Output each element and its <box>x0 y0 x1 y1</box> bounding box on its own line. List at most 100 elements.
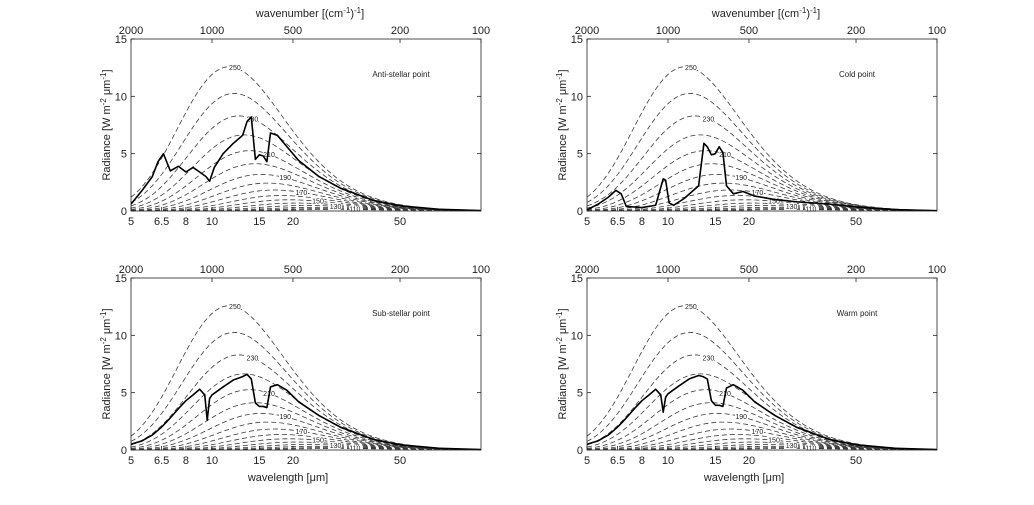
plot-frame <box>586 277 938 451</box>
blackbody-label: 170 <box>752 429 764 436</box>
blackbody-curve-170 <box>587 428 937 450</box>
top-tick-label: 100 <box>928 264 946 276</box>
y-axis-label: Radiance [W m-2 μm-1] <box>555 69 570 180</box>
top-tick-label: 1000 <box>656 264 680 276</box>
spectrum-line <box>131 116 481 211</box>
blackbody-curve-100 <box>587 209 937 211</box>
panel-title: Warm point <box>837 309 878 318</box>
blackbody-curve-180 <box>131 421 481 450</box>
y-tick-label: 15 <box>115 34 127 46</box>
spectrum-line <box>587 374 937 450</box>
x-tick-label: 50 <box>850 455 862 467</box>
spectrum-line <box>587 142 937 211</box>
x-tick-label: 20 <box>743 455 755 467</box>
x-tick-label: 20 <box>743 216 755 228</box>
top-tick-label: 200 <box>847 264 865 276</box>
blackbody-curves <box>131 305 481 450</box>
x-tick-label: 6.5 <box>610 455 625 467</box>
top-tick-label: 2000 <box>575 264 599 276</box>
blackbody-curve-200 <box>587 163 937 211</box>
y-tick-label: 0 <box>577 445 583 457</box>
x-tick-label: 6.5 <box>154 455 169 467</box>
blackbody-label: 170 <box>296 429 308 436</box>
x-tick-label: 5 <box>584 216 590 228</box>
blackbody-label: 150 <box>768 199 780 206</box>
x-tick-label: 50 <box>394 216 406 228</box>
blackbody-curve-200 <box>131 402 481 450</box>
y-tick-label: 5 <box>121 388 127 400</box>
blackbody-curve-240 <box>587 331 937 450</box>
top-axis-label: wavenumber [(cm-1)-1] <box>711 6 820 21</box>
y-tick-label: 10 <box>115 91 127 103</box>
blackbody-curve-190 <box>131 413 481 450</box>
y-tick-label: 10 <box>571 91 583 103</box>
blackbody-label: 130 <box>786 443 798 450</box>
y-tick-label: 0 <box>577 206 583 218</box>
y-tick-label: 15 <box>115 273 127 285</box>
blackbody-curve-220 <box>131 373 481 450</box>
x-tick-label: 20 <box>287 216 299 228</box>
blackbody-curve-160 <box>587 434 937 450</box>
blackbody-curve-220 <box>131 134 481 211</box>
blackbody-label: 230 <box>703 116 715 123</box>
blackbody-label: 130 <box>330 204 342 211</box>
blackbody-curve-160 <box>131 434 481 450</box>
plot-frame <box>130 277 482 451</box>
blackbody-label: 130 <box>330 443 342 450</box>
y-tick-label: 5 <box>577 388 583 400</box>
top-tick-label: 500 <box>284 25 302 37</box>
blackbody-curve-210 <box>131 389 481 450</box>
blackbody-curve-170 <box>131 189 481 211</box>
panel-title: Cold point <box>839 70 876 79</box>
blackbody-curve-240 <box>131 92 481 211</box>
x-axis-label: wavelength [μm] <box>247 472 328 484</box>
blackbody-curve-190 <box>587 174 937 211</box>
blackbody-curve-190 <box>131 174 481 211</box>
x-tick-label: 8 <box>183 216 189 228</box>
top-tick-label: 1000 <box>200 25 224 37</box>
x-tick-label: 15 <box>709 455 721 467</box>
plot-frame <box>130 38 482 212</box>
x-tick-label: 20 <box>287 455 299 467</box>
blackbody-curve-160 <box>131 195 481 211</box>
blackbody-curve-240 <box>587 92 937 211</box>
x-tick-label: 10 <box>662 216 674 228</box>
blackbody-label: 210 <box>263 152 275 159</box>
top-tick-label: 200 <box>391 25 409 37</box>
top-tick-label: 2000 <box>119 264 143 276</box>
blackbody-label: 130 <box>786 204 798 211</box>
x-tick-label: 10 <box>206 455 218 467</box>
y-tick-label: 5 <box>577 149 583 161</box>
blackbody-label: 170 <box>296 190 308 197</box>
x-tick-label: 15 <box>709 216 721 228</box>
y-tick-label: 5 <box>121 149 127 161</box>
blackbody-label: 250 <box>685 304 697 311</box>
blackbody-label: 110 <box>805 206 816 213</box>
x-tick-label: 10 <box>662 455 674 467</box>
blackbody-curve-210 <box>587 150 937 211</box>
spectrum-line <box>131 373 481 450</box>
x-tick-label: 8 <box>639 216 645 228</box>
plot-frame <box>586 38 938 212</box>
blackbody-curve-200 <box>587 402 937 450</box>
top-tick-label: 200 <box>391 264 409 276</box>
panel-title: Sub-stellar point <box>372 309 431 318</box>
x-tick-label: 6.5 <box>154 216 169 228</box>
x-tick-label: 50 <box>850 216 862 228</box>
blackbody-label: 190 <box>735 175 747 182</box>
y-tick-label: 10 <box>571 330 583 342</box>
top-tick-label: 1000 <box>200 264 224 276</box>
x-tick-label: 5 <box>128 216 134 228</box>
blackbody-curve-100 <box>131 209 481 211</box>
y-axis-label: Radiance [W m-2 μm-1] <box>99 308 114 419</box>
blackbody-curve-250 <box>587 66 937 211</box>
x-tick-label: 5 <box>128 455 134 467</box>
top-axis-label: wavenumber [(cm-1)-1] <box>255 6 364 21</box>
blackbody-curve-190 <box>587 413 937 450</box>
blackbody-curve-210 <box>131 150 481 211</box>
blackbody-label: 250 <box>229 304 241 311</box>
x-tick-label: 8 <box>639 455 645 467</box>
